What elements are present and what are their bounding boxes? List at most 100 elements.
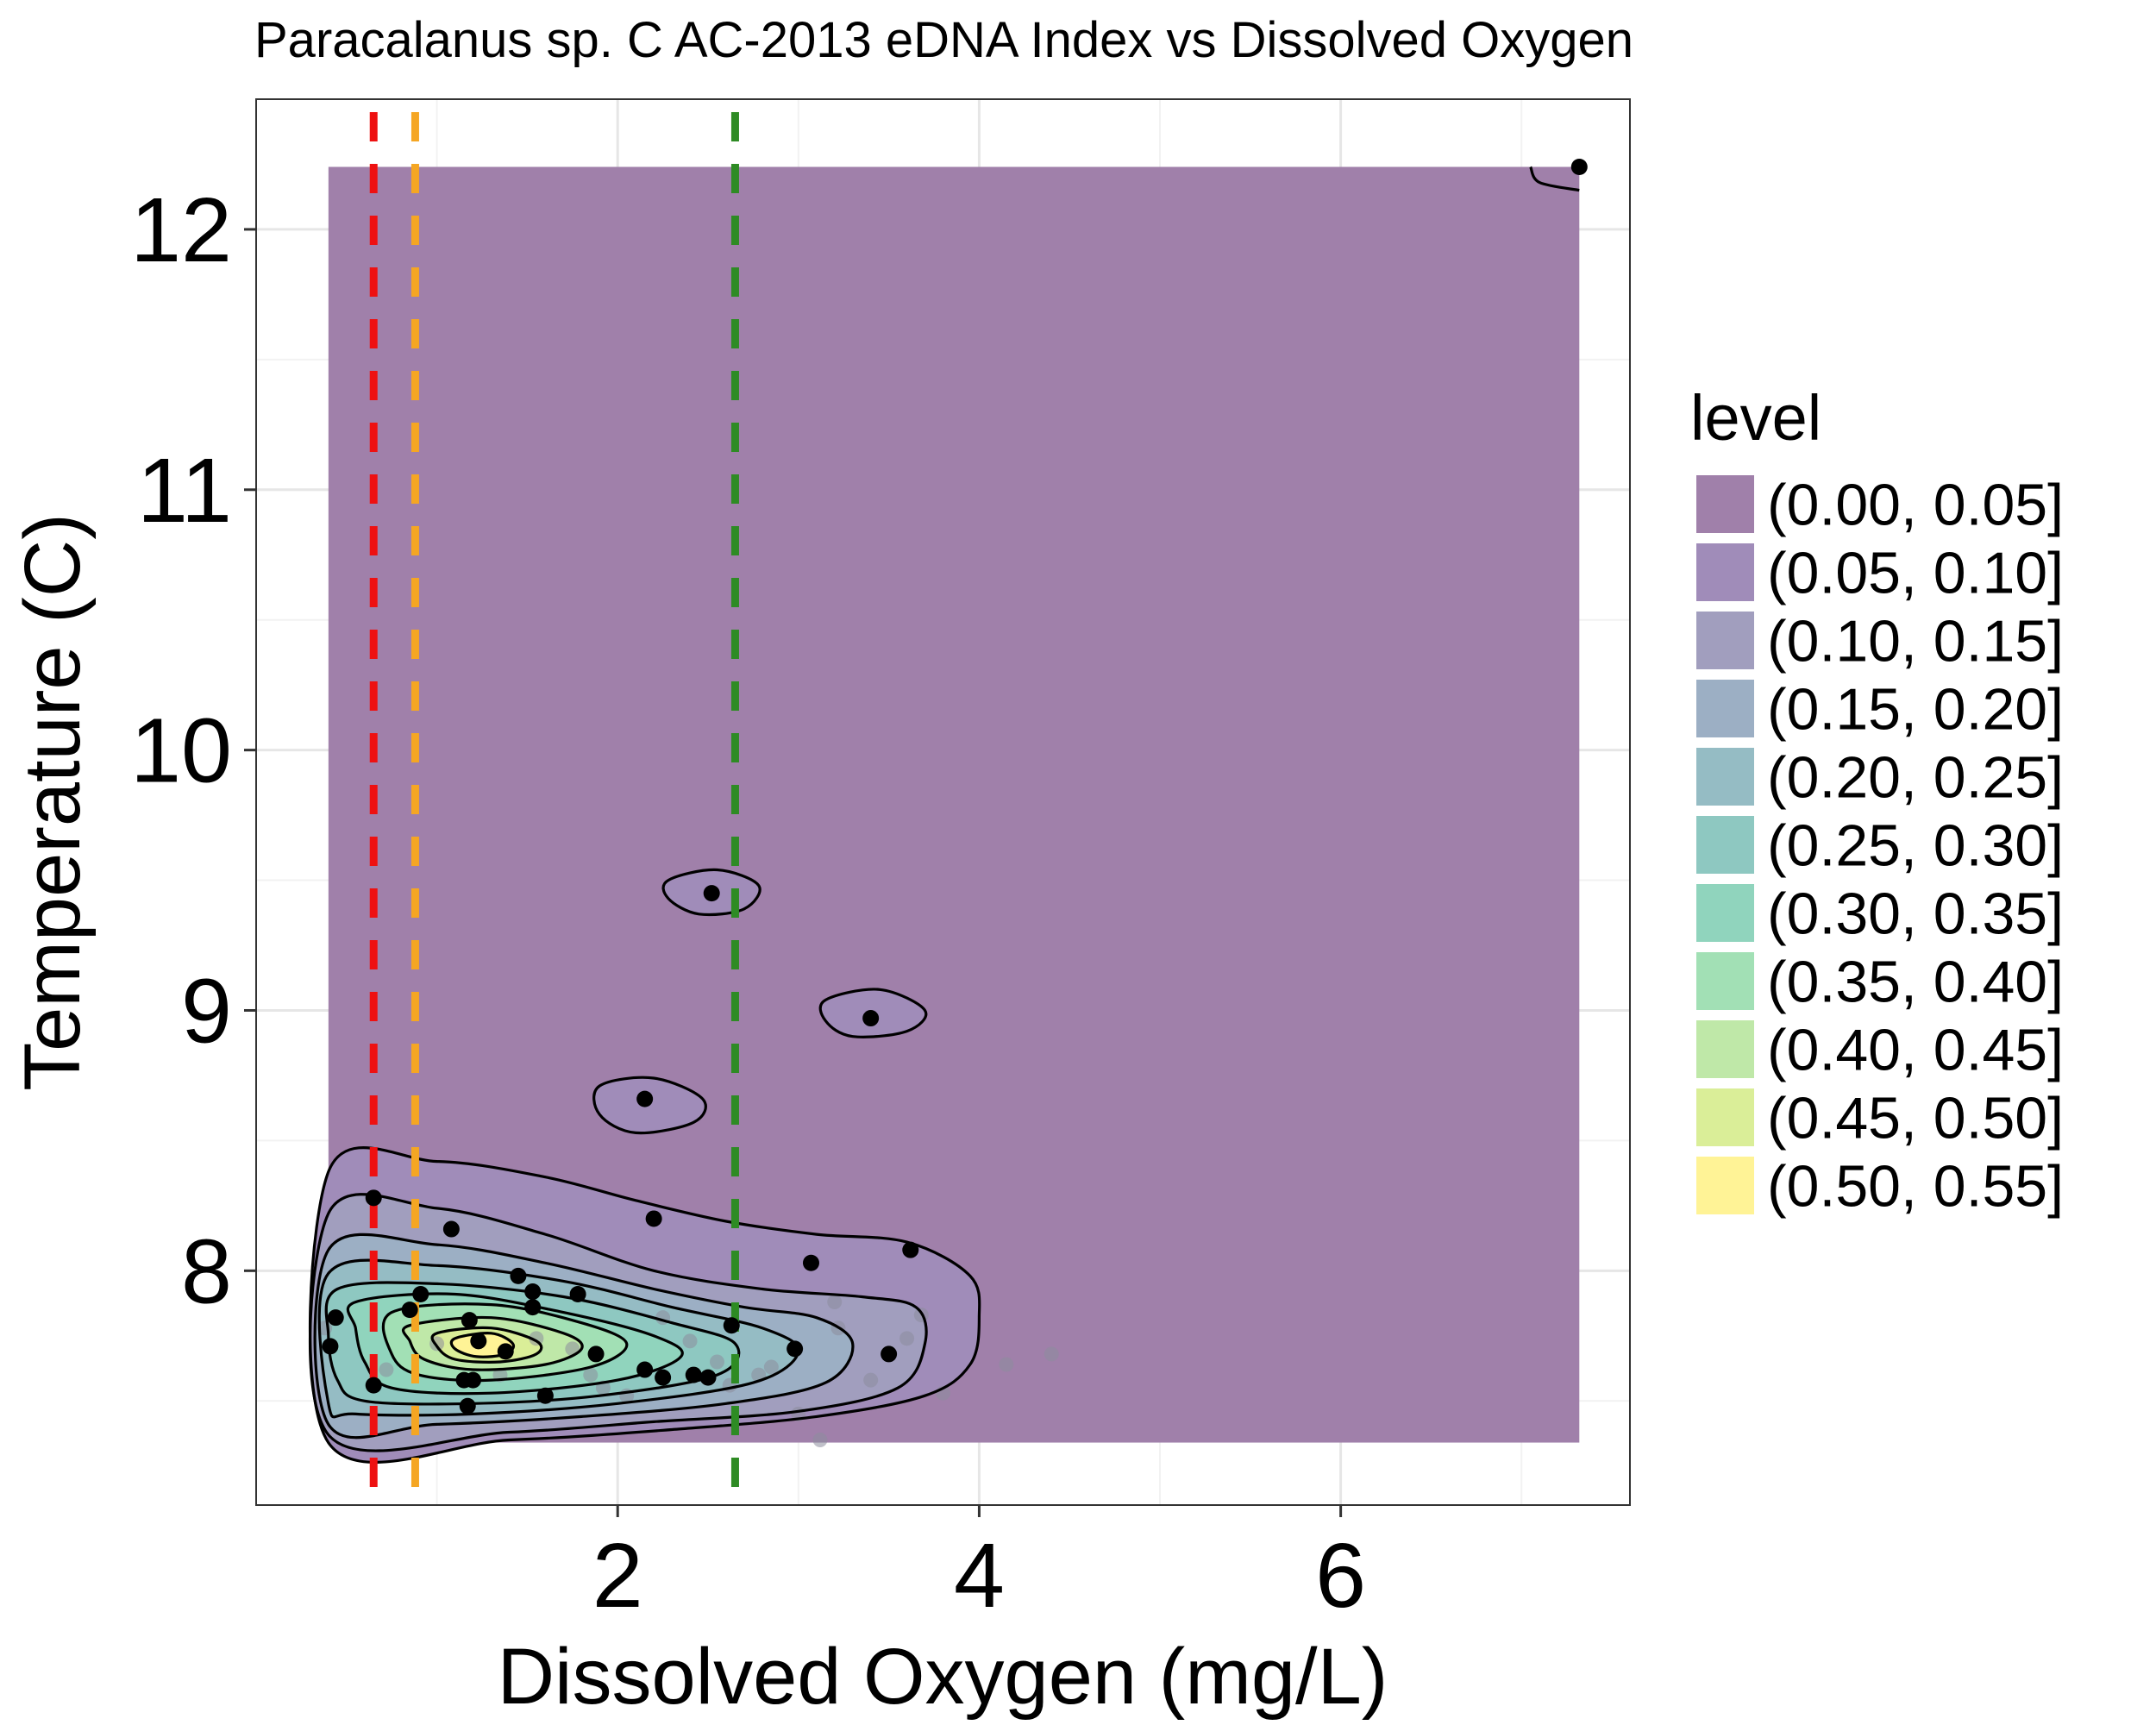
density-contours	[308, 166, 1580, 1464]
y-axis-ticks: 8 9 10 11 12	[130, 179, 256, 1322]
data-point	[327, 1309, 344, 1327]
x-tick-label: 2	[592, 1525, 643, 1627]
data-point	[497, 1343, 514, 1360]
contour-line	[317, 1258, 800, 1419]
chart-title: Paracalanus sp. C AC-2013 eDNA Index vs …	[254, 12, 1633, 68]
faint-data-point	[379, 1362, 394, 1377]
faint-data-point	[583, 1367, 599, 1383]
faint-data-point	[709, 1354, 724, 1370]
data-point	[401, 1302, 418, 1319]
sample-points	[322, 158, 1588, 1414]
legend-label: (0.30, 0.35]	[1767, 881, 2064, 947]
legend-title: level	[1690, 382, 1821, 454]
data-point	[412, 1286, 429, 1302]
x-axis-ticks: 2 4 6	[592, 1505, 1366, 1627]
legend-key	[1696, 952, 1754, 1010]
data-point	[636, 1361, 654, 1378]
data-point	[645, 1210, 662, 1227]
contour-line	[308, 1146, 981, 1464]
contour-line	[313, 1233, 855, 1440]
y-tick-label: 12	[130, 179, 232, 281]
legend: level (0.00, 0.05](0.05, 0.10](0.10, 0.1…	[1690, 382, 2064, 1220]
legend-key	[1696, 1157, 1754, 1214]
legend-key	[1696, 543, 1754, 601]
data-point	[536, 1387, 554, 1404]
data-point	[569, 1286, 586, 1302]
data-point	[862, 1010, 880, 1027]
contour-line	[430, 1326, 543, 1364]
legend-label: (0.05, 0.10]	[1767, 541, 2064, 606]
data-point	[365, 1189, 382, 1207]
faint-data-point	[1044, 1346, 1059, 1362]
data-point	[587, 1346, 605, 1363]
legend-label: (0.20, 0.25]	[1767, 745, 2064, 811]
data-point	[524, 1283, 542, 1300]
data-point	[459, 1397, 476, 1414]
contour-line	[1529, 166, 1580, 192]
contour-line	[661, 868, 761, 917]
data-point	[470, 1333, 487, 1350]
contour-line	[592, 1076, 707, 1135]
contour-line	[309, 1193, 928, 1452]
y-tick-label: 9	[181, 960, 232, 1062]
data-point	[442, 1220, 460, 1238]
legend-label: (0.10, 0.15]	[1767, 609, 2064, 674]
legend-label: (0.35, 0.40]	[1767, 950, 2064, 1015]
density-fill	[310, 166, 1580, 1463]
data-point	[655, 1369, 672, 1386]
legend-key	[1696, 816, 1754, 874]
x-axis-label: Dissolved Oxygen (mg/L)	[498, 1633, 1388, 1721]
data-point	[699, 1369, 717, 1386]
x-tick-label: 4	[954, 1525, 1005, 1627]
legend-key	[1696, 884, 1754, 942]
legend-key	[1696, 1020, 1754, 1078]
data-point	[636, 1090, 654, 1107]
y-tick-label: 8	[181, 1220, 232, 1322]
contour-line	[818, 988, 928, 1038]
contour-line	[381, 1302, 629, 1383]
data-point	[703, 885, 720, 902]
faint-data-point	[899, 1331, 915, 1346]
data-point	[685, 1366, 702, 1383]
legend-key	[1696, 612, 1754, 669]
contour-line	[324, 1281, 741, 1406]
faint-data-point	[763, 1359, 779, 1375]
contour-line	[346, 1292, 684, 1396]
data-point	[1570, 158, 1588, 175]
legend-entries: (0.00, 0.05](0.05, 0.10](0.10, 0.15](0.1…	[1696, 473, 2064, 1220]
y-tick-label: 10	[130, 700, 232, 802]
faint-data-point	[682, 1333, 698, 1349]
legend-key	[1696, 680, 1754, 737]
data-point	[322, 1338, 339, 1355]
legend-label: (0.50, 0.55]	[1767, 1154, 2064, 1220]
y-axis-label: Temperature (C)	[9, 513, 97, 1091]
data-point	[461, 1312, 478, 1329]
faint-data-point	[827, 1295, 843, 1310]
faint-data-point	[999, 1357, 1014, 1372]
data-point	[365, 1377, 382, 1394]
legend-label: (0.40, 0.45]	[1767, 1018, 2064, 1083]
data-point	[881, 1346, 898, 1363]
data-point	[902, 1241, 919, 1258]
data-point	[465, 1371, 482, 1389]
y-tick-label: 11	[137, 440, 232, 542]
data-point	[524, 1299, 542, 1316]
legend-label: (0.15, 0.20]	[1767, 677, 2064, 743]
data-point	[510, 1267, 527, 1284]
x-tick-label: 6	[1315, 1525, 1366, 1627]
legend-key	[1696, 475, 1754, 533]
plot-panel-border	[255, 98, 1631, 1506]
legend-label: (0.25, 0.30]	[1767, 813, 2064, 879]
faint-data-point	[863, 1372, 879, 1388]
legend-label: (0.00, 0.05]	[1767, 473, 2064, 538]
legend-label: (0.45, 0.50]	[1767, 1086, 2064, 1151]
contour-line	[401, 1315, 584, 1371]
legend-key	[1696, 748, 1754, 806]
faint-data-point	[812, 1433, 828, 1448]
legend-key	[1696, 1088, 1754, 1146]
data-point	[787, 1340, 804, 1358]
reference-lines	[369, 112, 739, 1505]
data-point	[723, 1317, 740, 1334]
data-point	[802, 1254, 819, 1271]
